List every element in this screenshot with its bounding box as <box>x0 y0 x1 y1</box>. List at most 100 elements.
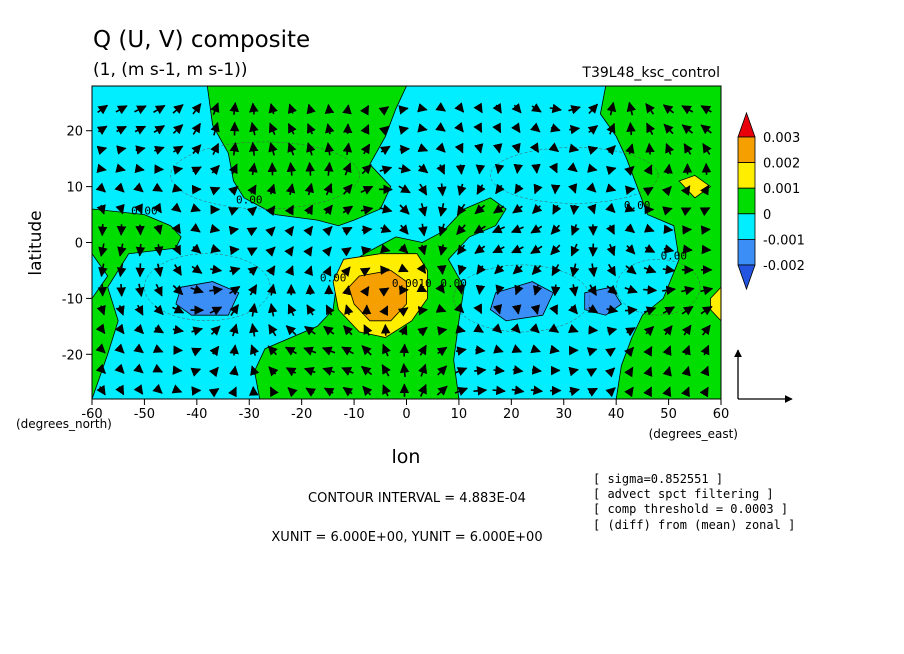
wind-vector <box>398 163 412 174</box>
wind-vector <box>360 365 373 376</box>
wind-vector <box>322 246 332 257</box>
wind-vector <box>626 101 637 116</box>
wind-vector <box>117 243 127 257</box>
contour-label: 0.00 <box>440 277 467 290</box>
wind-vector <box>663 244 675 254</box>
wind-vector <box>96 204 106 215</box>
wind-vector <box>681 305 694 316</box>
chart-title: Q (U, V) composite <box>93 27 310 53</box>
wind-vector <box>322 366 335 376</box>
wind-vector <box>114 323 125 335</box>
wind-vector <box>606 284 618 295</box>
wind-vector <box>153 224 163 235</box>
wind-vector <box>702 142 712 155</box>
wind-vector <box>303 346 317 356</box>
wind-vector <box>324 142 335 156</box>
wind-vector <box>208 366 219 378</box>
wind-vector <box>529 323 540 334</box>
wind-vector <box>605 347 616 358</box>
run-name: T39L48_ksc_control <box>581 65 720 81</box>
wind-vector <box>662 366 672 377</box>
wind-vector <box>551 264 561 277</box>
wind-vector <box>473 323 484 333</box>
y-tick-label: 10 <box>66 181 83 196</box>
wind-vector <box>209 285 223 296</box>
chart-subtitle: (1, (m s-1, m s-1)) <box>93 60 248 80</box>
wind-vector <box>550 123 561 133</box>
wind-vector <box>511 344 523 354</box>
wind-vector <box>399 363 410 378</box>
wind-vector <box>249 121 259 136</box>
wind-vector <box>152 383 163 394</box>
wind-vector <box>662 345 672 357</box>
wind-vector <box>248 162 258 176</box>
wind-vector <box>378 125 390 136</box>
wind-vector <box>303 367 316 377</box>
wind-vector <box>435 122 446 132</box>
wind-vector <box>700 105 712 115</box>
wind-vector <box>116 125 127 135</box>
wind-vector <box>417 103 428 113</box>
wind-vector <box>96 384 106 396</box>
wind-vector <box>511 142 521 154</box>
wind-vector <box>624 165 635 176</box>
y-tick-label: 20 <box>66 125 83 140</box>
wind-vector <box>456 224 467 236</box>
wind-vector <box>133 363 144 374</box>
wind-vector <box>457 244 467 256</box>
wind-vector <box>229 323 239 337</box>
wind-vector <box>700 344 710 356</box>
wind-vector <box>513 163 523 174</box>
wind-vector <box>495 183 505 195</box>
wind-vector <box>701 324 711 336</box>
wind-vector <box>153 263 164 278</box>
wind-vector <box>191 386 202 396</box>
wind-vector <box>134 304 144 316</box>
wind-vector <box>379 145 391 156</box>
wind-vector <box>380 244 391 254</box>
x-tick-label: -60 <box>81 407 102 422</box>
note-line-2: [ advect spct filtering ] <box>593 487 774 501</box>
wind-vector <box>268 122 278 136</box>
wind-vector <box>380 223 392 233</box>
wind-vector <box>362 385 373 397</box>
wind-vector <box>323 325 335 336</box>
wind-vector <box>97 284 108 297</box>
wind-vector <box>530 244 543 254</box>
wind-vector <box>135 243 146 257</box>
wind-vector <box>322 265 332 277</box>
wind-vector <box>643 223 655 233</box>
wind-vector <box>191 326 204 336</box>
wind-vector <box>191 166 202 176</box>
wind-vector <box>700 365 710 377</box>
wind-vector <box>265 205 276 217</box>
wind-vector <box>586 368 598 378</box>
wind-vector <box>191 122 201 135</box>
wind-vector <box>398 243 409 254</box>
wind-vector <box>588 325 599 335</box>
wind-vector <box>115 163 126 173</box>
wind-vector <box>680 185 691 196</box>
contour-label: 0.0010 <box>392 277 432 290</box>
wind-vector <box>605 387 616 398</box>
wind-vector <box>643 264 657 274</box>
wind-vector <box>700 225 711 235</box>
plot-area <box>92 86 721 399</box>
wind-vector <box>284 225 295 237</box>
wind-vector <box>645 142 655 155</box>
wind-vector <box>303 225 314 237</box>
wind-vector <box>493 365 505 375</box>
wind-vector <box>495 284 505 296</box>
wind-vector <box>268 366 279 377</box>
wind-vector <box>455 367 468 376</box>
wind-vector <box>114 182 125 193</box>
y-tick-label: -20 <box>62 348 83 363</box>
wind-vector <box>153 244 164 257</box>
wind-vector <box>305 161 315 176</box>
wind-vector <box>625 244 636 255</box>
wind-vector <box>455 324 466 334</box>
wind-vector <box>172 104 184 114</box>
wind-vector <box>115 105 128 115</box>
contour-label: 0.00 <box>661 249 688 262</box>
wind-vector <box>382 384 392 397</box>
